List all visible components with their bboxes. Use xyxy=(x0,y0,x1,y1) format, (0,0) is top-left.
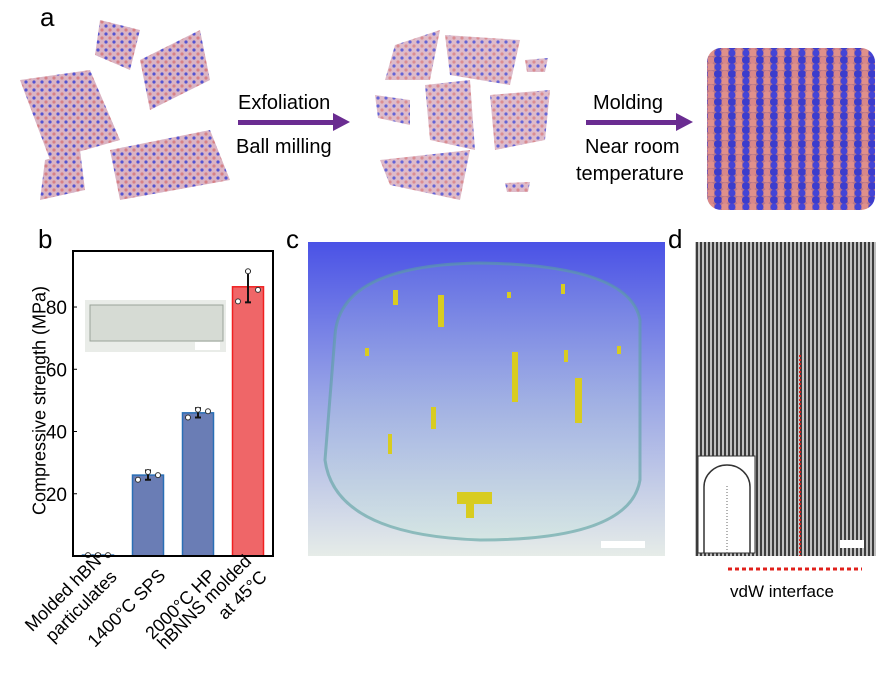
exfoliated-nanosheets xyxy=(375,30,550,200)
y-tick-label: 60 xyxy=(46,360,67,381)
inset-scale-bar xyxy=(195,342,220,350)
bar xyxy=(231,286,265,557)
data-point xyxy=(245,268,251,275)
panel-c-letter: c xyxy=(286,224,299,254)
scale-bar-c xyxy=(601,541,645,548)
bar xyxy=(131,474,165,557)
process-arrows xyxy=(238,113,693,131)
molded-block xyxy=(707,48,875,210)
data-point xyxy=(255,286,261,293)
panel-d-letter: d xyxy=(668,224,683,254)
data-point xyxy=(145,468,151,475)
defect-clusters xyxy=(365,284,621,518)
step2-bottom-label-1: Near room xyxy=(585,136,680,158)
step1-bottom-label: Ball milling xyxy=(236,136,332,158)
interface-label: vdW interface xyxy=(730,582,834,601)
data-point xyxy=(135,476,141,483)
panel-a-schematic xyxy=(20,20,875,210)
interface-schematic-inset xyxy=(697,455,756,554)
bulk-hbn-particles xyxy=(20,20,230,200)
data-point xyxy=(235,298,241,305)
data-point xyxy=(155,472,161,479)
plot-frame xyxy=(72,250,274,557)
step1-top-label: Exfoliation xyxy=(238,92,331,114)
y-tick-label: 40 xyxy=(46,423,67,444)
data-point xyxy=(195,406,201,413)
data-point xyxy=(185,414,191,421)
scale-bar-d xyxy=(840,540,864,548)
data-point xyxy=(205,408,211,415)
step2-bottom-label-2: temperature xyxy=(576,163,684,185)
panel-b-letter: b xyxy=(38,224,53,254)
step2-top-label: Molding xyxy=(593,92,664,114)
inset-sample-block xyxy=(89,304,224,342)
y-tick-label: 20 xyxy=(46,485,67,506)
y-tick-label: 80 xyxy=(46,298,67,319)
panel-a-letter: a xyxy=(40,2,55,32)
bar xyxy=(181,412,215,557)
